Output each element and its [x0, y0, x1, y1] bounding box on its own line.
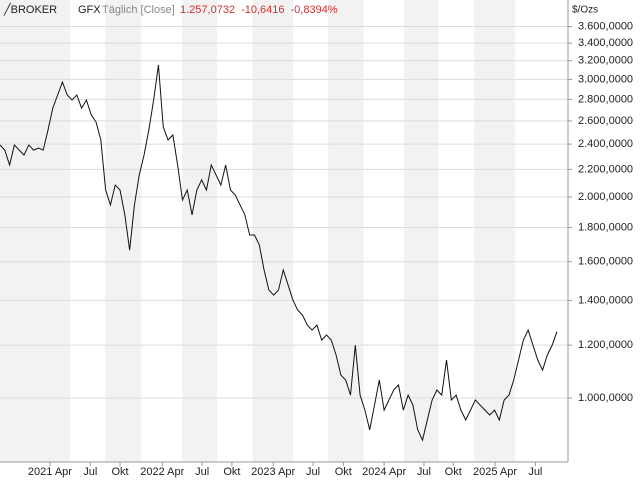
- x-tick-label: Okt: [445, 466, 462, 478]
- y-tick-label: 3.000,0000: [578, 73, 633, 85]
- grid: [0, 26, 568, 399]
- band: [515, 0, 568, 462]
- y-axis-label: $/Ozs: [572, 5, 598, 16]
- x-tick-label: 2021 Apr: [28, 466, 72, 478]
- y-tick-label: 1.800,0000: [578, 221, 633, 233]
- y-tick-label: 2.600,0000: [578, 115, 633, 127]
- x-tick-label: Okt: [335, 466, 352, 478]
- background-bands: [0, 0, 568, 462]
- y-tick-label: 1.400,0000: [578, 294, 633, 306]
- band: [182, 0, 218, 462]
- x-tick-label: 2024 Apr: [362, 466, 406, 478]
- band: [141, 0, 183, 462]
- header-value: -10,6416: [241, 4, 284, 16]
- y-tick-label: 2.000,0000: [578, 191, 633, 203]
- x-tick-label: 2023 Apr: [251, 466, 295, 478]
- y-tick-label: 2.800,0000: [578, 93, 633, 105]
- x-tick-label: Jul: [195, 466, 209, 478]
- y-tick-label: 1.000,0000: [578, 392, 633, 404]
- x-tick-label: Okt: [223, 466, 240, 478]
- band: [363, 0, 405, 462]
- band: [474, 0, 516, 462]
- x-tick-label: 2022 Apr: [140, 466, 184, 478]
- header-value: -0,8394%: [291, 4, 338, 16]
- chart-title: GFX: [78, 4, 101, 16]
- band: [293, 0, 329, 462]
- x-tick-label: Jul: [417, 466, 431, 478]
- x-tick-label: Okt: [111, 466, 128, 478]
- brand: ╱BROKER: [3, 2, 57, 16]
- band: [328, 0, 364, 462]
- band: [438, 0, 475, 462]
- y-tick-label: 3.400,0000: [578, 37, 633, 49]
- band: [217, 0, 253, 462]
- x-tick-label: Jul: [306, 466, 320, 478]
- y-tick-label: 1.600,0000: [578, 256, 633, 268]
- header-value: 1.257,0732: [180, 4, 235, 16]
- y-tick-label: 3.200,0000: [578, 55, 633, 67]
- x-tick-label: 2025 Apr: [473, 466, 517, 478]
- band: [404, 0, 439, 462]
- price-line: [0, 64, 558, 442]
- x-tick-label: Jul: [528, 466, 542, 478]
- band: [70, 0, 106, 462]
- y-tick-label: 2.200,0000: [578, 163, 633, 175]
- band: [0, 0, 71, 462]
- chart-subtitle: Täglich [Close]: [102, 4, 175, 16]
- band: [105, 0, 142, 462]
- y-tick-label: 3.600,0000: [578, 20, 633, 32]
- band: [252, 0, 294, 462]
- y-tick-label: 1.200,0000: [578, 339, 633, 351]
- y-tick-label: 2.400,0000: [578, 138, 633, 150]
- x-tick-label: Jul: [83, 466, 97, 478]
